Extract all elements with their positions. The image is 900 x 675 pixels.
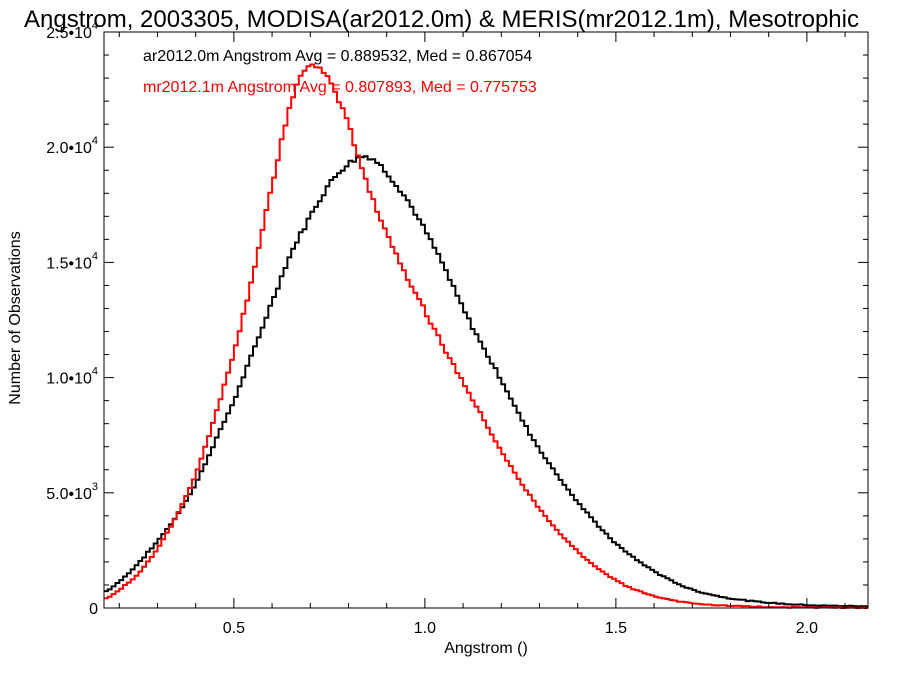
y-tick-label: 5.0•103	[46, 481, 98, 503]
y-tick-label: 2.0•104	[46, 135, 98, 157]
series-ar2012.0m-line	[104, 155, 868, 608]
x-tick-label: 2.0	[796, 620, 818, 637]
series-layer	[104, 63, 868, 609]
x-tick-label: 0.5	[223, 620, 245, 637]
series-mr2012.1m-line	[104, 63, 868, 609]
y-tick-label: 2.5•104	[46, 20, 98, 42]
y-tick-label: 0	[89, 601, 98, 618]
x-tick-label: 1.0	[414, 620, 436, 637]
plot-frame	[103, 31, 869, 609]
axis-layer: 0.5 1.0 1.5 2.0 0 5.0•103 1.0•104 1.5•104 2.0•10…	[46, 20, 868, 637]
x-tick-label: 1.5	[605, 620, 627, 637]
legend-text-ar2012: ar2012.0m Angstrom Avg = 0.889532, Med =…	[143, 48, 532, 65]
x-axis-label: Angstrom ()	[444, 640, 528, 657]
legend-text-mr2012: mr2012.1m Angstrom Avg = 0.807893, Med =…	[143, 79, 537, 96]
y-axis-label: Number of Observations	[7, 231, 24, 404]
y-tick-label: 1.0•104	[46, 366, 98, 388]
chart-title: Angstrom, 2003305, MODISA(ar2012.0m) & M…	[24, 6, 859, 33]
y-tick-label: 1.5•104	[46, 250, 98, 272]
